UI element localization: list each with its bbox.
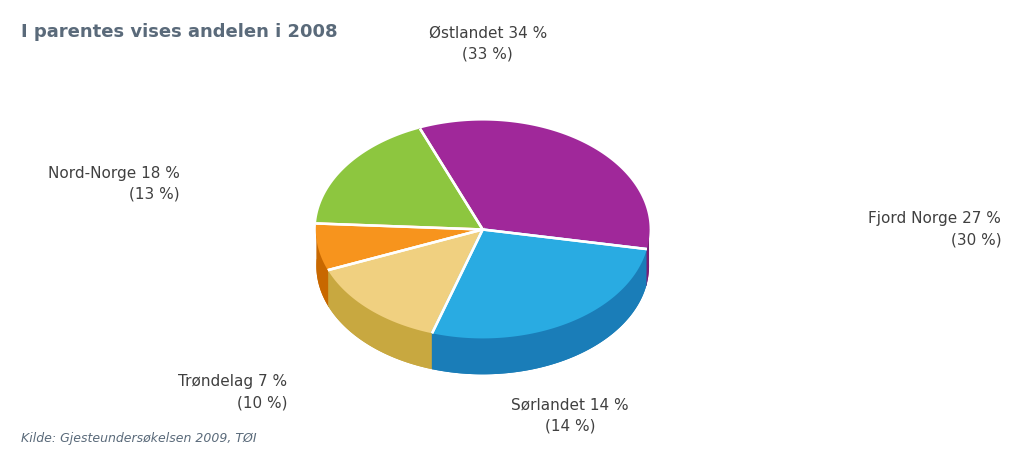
Text: Østlandet 34 %
(33 %): Østlandet 34 % (33 %) [428, 25, 547, 61]
Polygon shape [432, 230, 483, 369]
Polygon shape [317, 229, 329, 306]
Polygon shape [317, 224, 483, 270]
Polygon shape [432, 266, 646, 374]
Polygon shape [329, 266, 483, 369]
Text: Trøndelag 7 %
(10 %): Trøndelag 7 % (10 %) [179, 374, 288, 410]
Text: I parentes vises andelen i 2008: I parentes vises andelen i 2008 [21, 23, 337, 41]
Polygon shape [317, 130, 483, 230]
Polygon shape [329, 270, 432, 369]
Polygon shape [317, 260, 483, 306]
Text: Nord-Norge 18 %
(13 %): Nord-Norge 18 % (13 %) [48, 166, 180, 202]
Polygon shape [329, 230, 483, 306]
Polygon shape [329, 230, 483, 332]
Polygon shape [421, 158, 648, 285]
Polygon shape [432, 249, 646, 374]
Polygon shape [432, 230, 646, 337]
Polygon shape [483, 230, 646, 285]
Polygon shape [421, 122, 648, 249]
Polygon shape [329, 230, 483, 306]
Polygon shape [483, 230, 646, 285]
Text: Fjord Norge 27 %
(30 %): Fjord Norge 27 % (30 %) [869, 212, 1001, 247]
Text: Sørlandet 14 %
(14 %): Sørlandet 14 % (14 %) [511, 398, 629, 434]
Polygon shape [432, 230, 483, 369]
Polygon shape [646, 229, 648, 285]
Text: Kilde: Gjesteundersøkelsen 2009, TØI: Kilde: Gjesteundersøkelsen 2009, TØI [21, 432, 256, 445]
